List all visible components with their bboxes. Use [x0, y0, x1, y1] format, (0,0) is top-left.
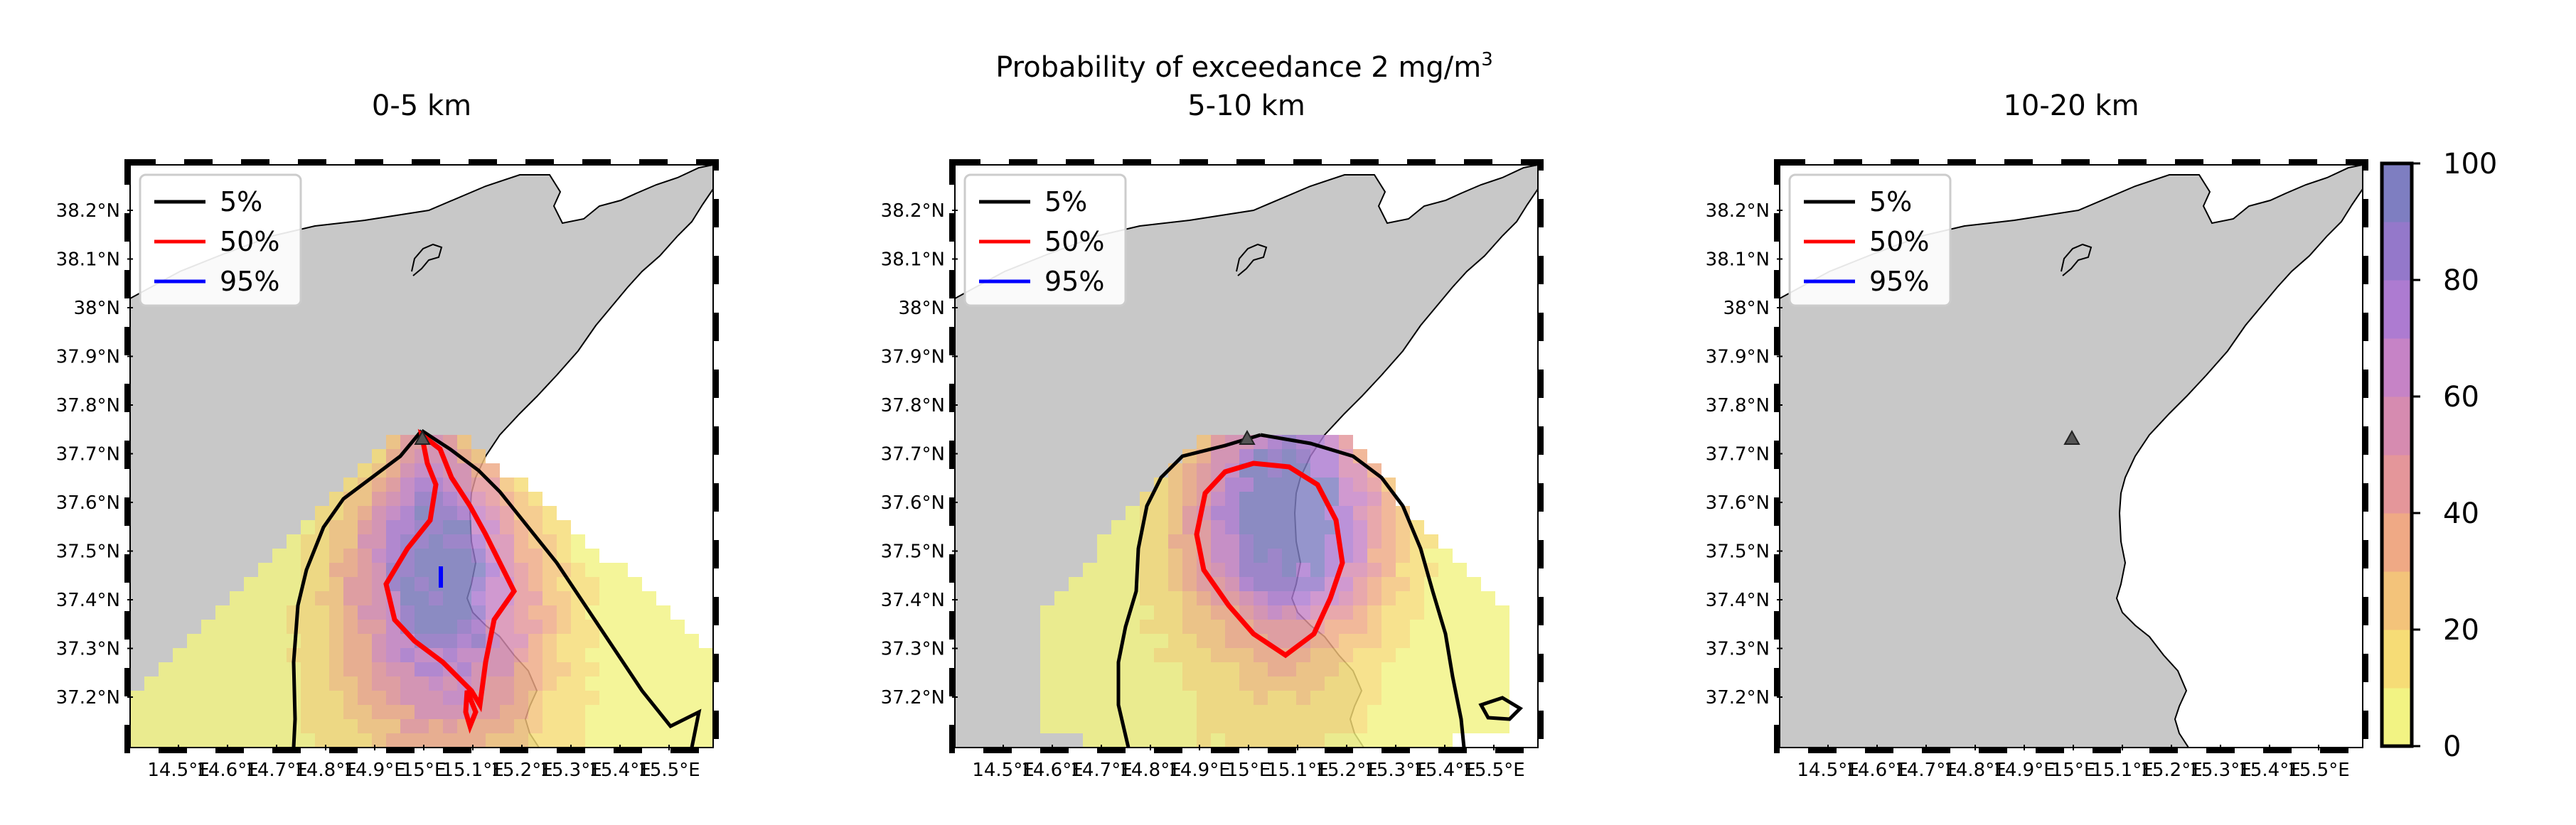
- panel-3: 38.2°N 38.1°N 38°N 37.9°N 37.8°N 37.7°N 37.6°N…: [1706, 90, 2366, 781]
- legend: 5% 50% 95%: [965, 175, 1126, 306]
- lon-tick-label: 15.5°E: [2287, 760, 2349, 781]
- colorbar-tick-label: 20: [2443, 614, 2479, 647]
- panel-title: 5-10 km: [1187, 90, 1305, 122]
- lat-tick-label: 37.9°N: [881, 347, 945, 368]
- lat-tick-label: 38°N: [898, 298, 945, 319]
- colorbar-bin: [2382, 280, 2412, 339]
- lat-tick-label: 37.4°N: [1706, 590, 1770, 611]
- legend-label: 50%: [220, 226, 279, 257]
- colorbar-bin: [2382, 222, 2412, 281]
- legend-label: 95%: [1044, 266, 1104, 297]
- colorbar-tick-label: 100: [2443, 148, 2497, 180]
- colorbar-bin: [2382, 571, 2412, 630]
- lat-tick-label: 37.8°N: [881, 395, 945, 416]
- lat-tick-label: 38°N: [1723, 298, 1770, 319]
- lon-tick-label: 15.5°E: [638, 760, 700, 781]
- lat-tick-label: 37.8°N: [56, 395, 120, 416]
- lat-tick-label: 37.4°N: [56, 590, 120, 611]
- lat-tick-label: 37.6°N: [1706, 492, 1770, 514]
- lat-tick-label: 37.5°N: [881, 541, 945, 563]
- colorbar-bin: [2382, 688, 2412, 747]
- lat-tick-label: 37.7°N: [56, 444, 120, 465]
- lat-tick-label: 37.9°N: [56, 347, 120, 368]
- lat-tick-label: 38.2°N: [881, 200, 945, 222]
- colorbar-tick-label: 0: [2443, 730, 2461, 763]
- lat-tick-label: 37.7°N: [1706, 444, 1770, 465]
- colorbar: 0 20 40 60 80 100: [2382, 148, 2497, 763]
- panel-title: 10-20 km: [2003, 90, 2139, 122]
- lon-tick-label: 14.9°E: [343, 760, 405, 781]
- panel-1: 38.2°N 38.1°N 38°N 37.9°N 37.8°N 37.7°N 37.6°N…: [56, 90, 716, 781]
- colorbar-bin: [2382, 397, 2412, 455]
- lat-tick-label: 37.3°N: [1706, 639, 1770, 660]
- colorbar-bin: [2382, 163, 2412, 222]
- lon-tick-label: 14.9°E: [1993, 760, 2055, 781]
- lat-tick-label: 38.2°N: [56, 200, 120, 222]
- lat-tick-label: 37.3°N: [881, 639, 945, 660]
- lat-tick-label: 37.5°N: [56, 541, 120, 563]
- lat-tick-label: 37.6°N: [881, 492, 945, 514]
- lat-tick-label: 37.2°N: [881, 687, 945, 708]
- panel-2: 38.2°N 38.1°N 38°N 37.9°N 37.8°N 37.7°N 37.6°N…: [881, 90, 1541, 781]
- lon-tick-label: 14.9°E: [1168, 760, 1230, 781]
- colorbar-tick-label: 40: [2443, 497, 2479, 530]
- lat-tick-label: 37.9°N: [1706, 347, 1770, 368]
- lat-tick-label: 37.7°N: [881, 444, 945, 465]
- lon-tick-label: 15.5°E: [1463, 760, 1524, 781]
- lat-tick-label: 37.5°N: [1706, 541, 1770, 563]
- panel-title: 0-5 km: [372, 90, 471, 122]
- lat-tick-label: 38.1°N: [881, 249, 945, 271]
- colorbar-bin: [2382, 338, 2412, 397]
- lon-tick-label: 15°E: [1226, 760, 1271, 781]
- legend-label: 95%: [1869, 266, 1929, 297]
- legend: 5% 50% 95%: [140, 175, 301, 306]
- legend-label: 95%: [220, 266, 279, 297]
- colorbar-bin: [2382, 455, 2412, 514]
- lat-tick-label: 38.2°N: [1706, 200, 1770, 222]
- lon-tick-label: 15°E: [402, 760, 447, 781]
- legend-label: 5%: [220, 186, 262, 217]
- legend-label: 5%: [1869, 186, 1912, 217]
- lon-tick-label: 15°E: [2051, 760, 2096, 781]
- legend: 5% 50% 95%: [1790, 175, 1950, 306]
- lat-tick-label: 37.3°N: [56, 639, 120, 660]
- colorbar-tick-label: 80: [2443, 264, 2479, 297]
- lat-tick-label: 37.4°N: [881, 590, 945, 611]
- figure-title: Probability of exceedance 2 mg/m3: [995, 49, 1493, 84]
- lat-tick-label: 37.8°N: [1706, 395, 1770, 416]
- legend-label: 50%: [1044, 226, 1104, 257]
- legend-label: 5%: [1044, 186, 1087, 217]
- lat-tick-label: 37.2°N: [1706, 687, 1770, 708]
- colorbar-bin: [2382, 513, 2412, 572]
- lat-tick-label: 38°N: [73, 298, 120, 319]
- colorbar-bin: [2382, 630, 2412, 689]
- legend-label: 50%: [1869, 226, 1929, 257]
- lat-tick-label: 38.1°N: [56, 249, 120, 271]
- lat-tick-label: 37.6°N: [56, 492, 120, 514]
- colorbar-tick-label: 60: [2443, 381, 2479, 414]
- map-panels: 38.2°N 38.1°N 38°N 37.9°N 37.8°N 37.7°N 37.6°N…: [56, 90, 2366, 781]
- lat-tick-label: 37.2°N: [56, 687, 120, 708]
- lat-tick-label: 38.1°N: [1706, 249, 1770, 271]
